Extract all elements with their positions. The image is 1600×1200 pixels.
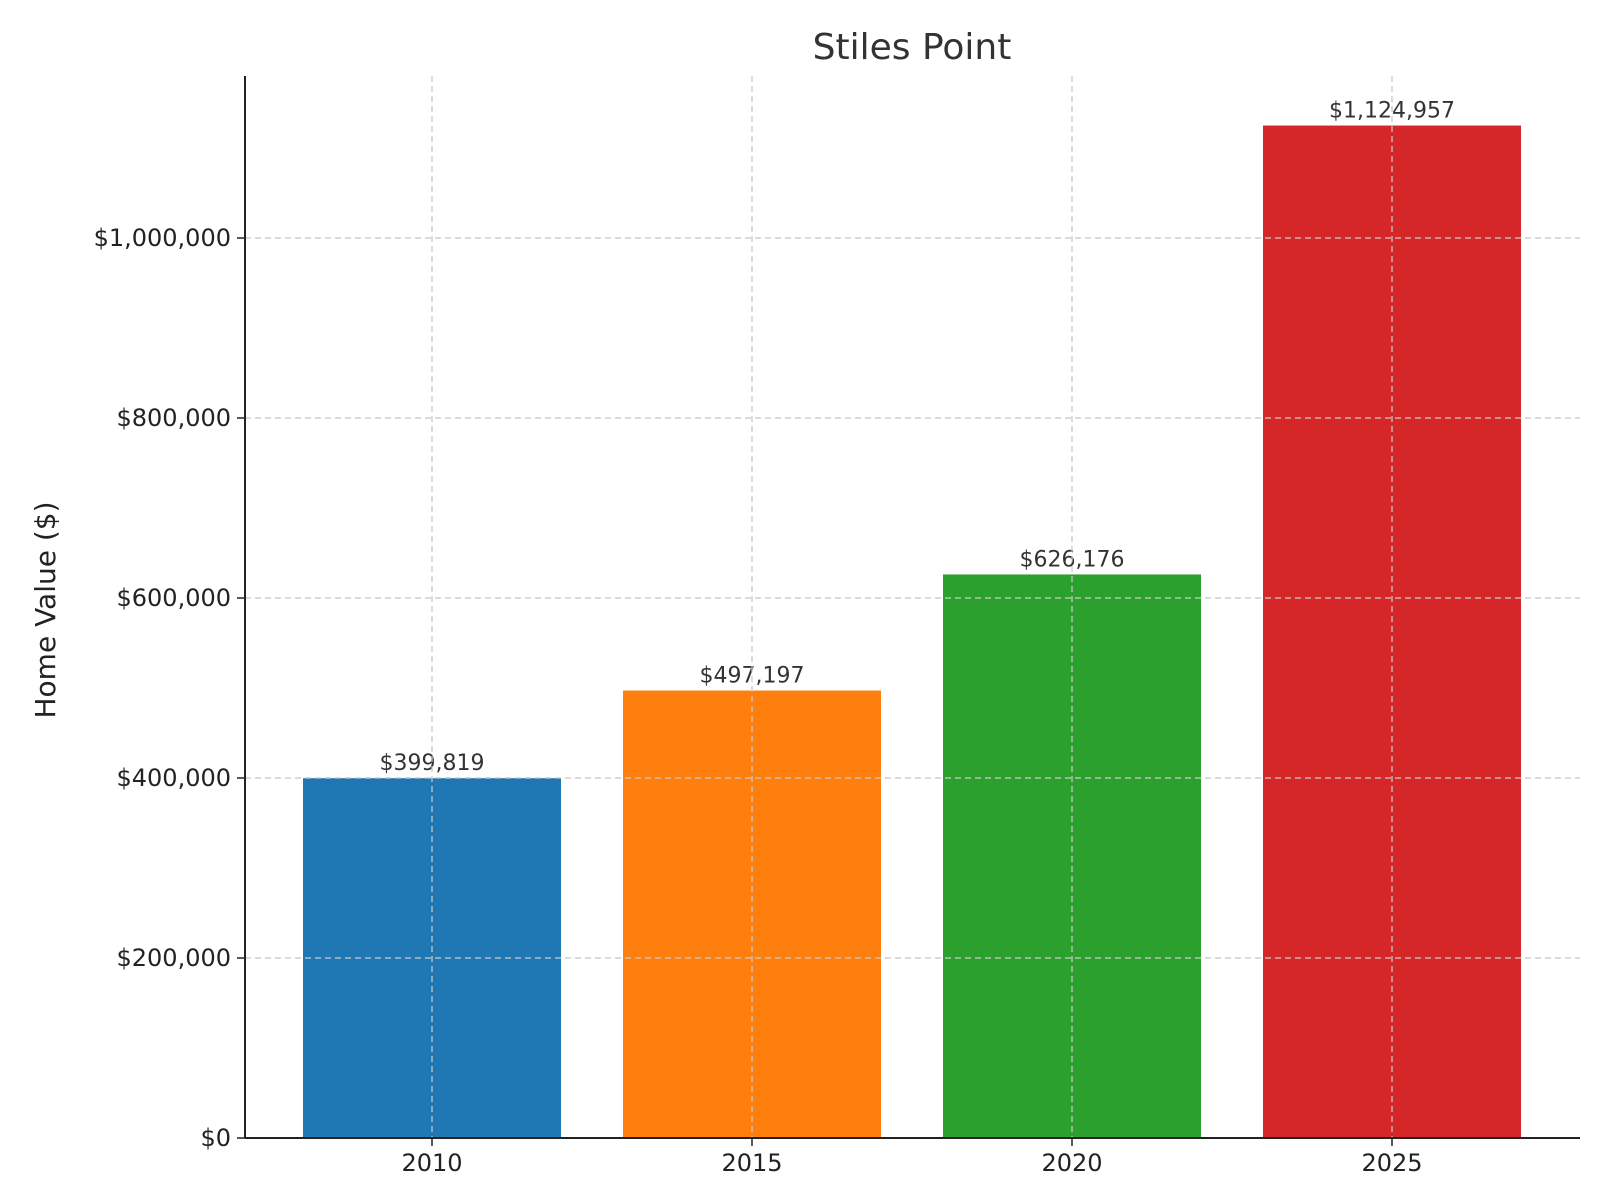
data-label-2010: $399,819 xyxy=(380,751,485,776)
y-axis-label: Home Value ($) xyxy=(29,501,62,718)
tick-labels: $0 $200,000 $400,000 $600,000 $800,000 $1,000… xyxy=(94,224,1423,1177)
y-tick-label: $0 xyxy=(200,1124,231,1152)
axes xyxy=(237,76,1580,1146)
x-tick-label: 2015 xyxy=(721,1149,782,1177)
y-tick-label: $400,000 xyxy=(116,764,231,792)
bars xyxy=(303,125,1521,1138)
x-tick-label: 2025 xyxy=(1361,1149,1422,1177)
data-labels: $399,819$497,197$626,176$1,124,957 xyxy=(245,76,1580,1138)
x-tick-label: 2020 xyxy=(1041,1149,1102,1177)
y-tick-label: $800,000 xyxy=(116,404,231,432)
x-tick-label: 2010 xyxy=(401,1149,462,1177)
bar-2015 xyxy=(623,690,881,1138)
y-tick-label: $600,000 xyxy=(116,584,231,612)
y-tick-label: $1,000,000 xyxy=(94,224,231,252)
chart-title: Stiles Point xyxy=(813,27,1012,68)
y-tick-label: $200,000 xyxy=(116,944,231,972)
